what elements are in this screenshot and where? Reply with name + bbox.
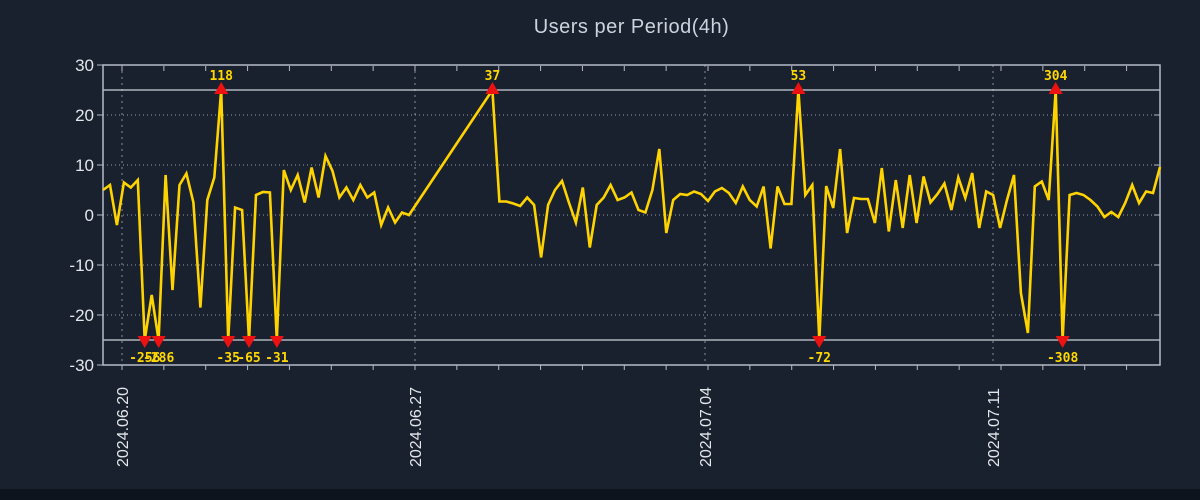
horizontal-gridlines [103, 114, 1160, 316]
peak-value-label: 37 [485, 69, 501, 84]
x-axis-labels: 2024.06.20 2024.06.27 2024.07.04 2024.07.11 [115, 387, 1003, 467]
trough-marker-icon [269, 336, 284, 348]
trough-marker-icon [221, 336, 236, 348]
y-tick-label: 30 [75, 56, 94, 75]
vertical-gridlines [121, 65, 994, 365]
trough-value-label: -286 [143, 351, 174, 366]
y-tick-label: -10 [69, 256, 94, 275]
x-date-label: 2024.06.27 [408, 387, 425, 467]
y-tick-label: 0 [85, 206, 94, 225]
x-date-label: 2024.06.20 [115, 387, 132, 467]
trough-marker-icon [1055, 336, 1070, 348]
trough-marker-icon [151, 336, 166, 348]
trough-value-label: -65 [237, 351, 260, 366]
axis-ticks [97, 64, 1160, 370]
peak-marker-icon [1048, 82, 1063, 94]
trough-value-label: -256 [129, 351, 160, 366]
y-tick-label: 10 [75, 156, 94, 175]
peak-value-label: 53 [791, 69, 807, 84]
x-date-label: 2024.07.04 [698, 387, 715, 467]
peak-marker-icon [791, 82, 806, 94]
peak-value-label: 304 [1044, 69, 1068, 84]
trough-marker-icon [242, 336, 257, 348]
peak-marker-icon [485, 82, 500, 94]
trough-value-label: -72 [808, 351, 831, 366]
chart-title: Users per Period(4h) [533, 16, 730, 38]
y-axis-labels: 30 20 10 0 -10 -20 -30 [69, 56, 94, 375]
trough-value-label: -308 [1047, 351, 1078, 366]
peak-value-label: 118 [209, 69, 233, 84]
trough-marker-icon [137, 336, 152, 348]
x-date-label: 2024.07.11 [986, 388, 1003, 467]
y-tick-label: -30 [69, 356, 94, 375]
y-tick-label: 20 [75, 106, 94, 125]
series-line [102, 86, 1162, 341]
trough-value-label: -31 [265, 351, 289, 366]
y-tick-label: -20 [69, 306, 94, 325]
trough-marker-icon [812, 336, 827, 348]
peak-marker-icon [214, 82, 229, 94]
extreme-markers: -256-286 118 -35-65 -31 37 53 -72 304 -308 [129, 69, 1078, 366]
trough-value-label: -35 [216, 351, 239, 366]
bottom-window-band [0, 489, 1200, 500]
